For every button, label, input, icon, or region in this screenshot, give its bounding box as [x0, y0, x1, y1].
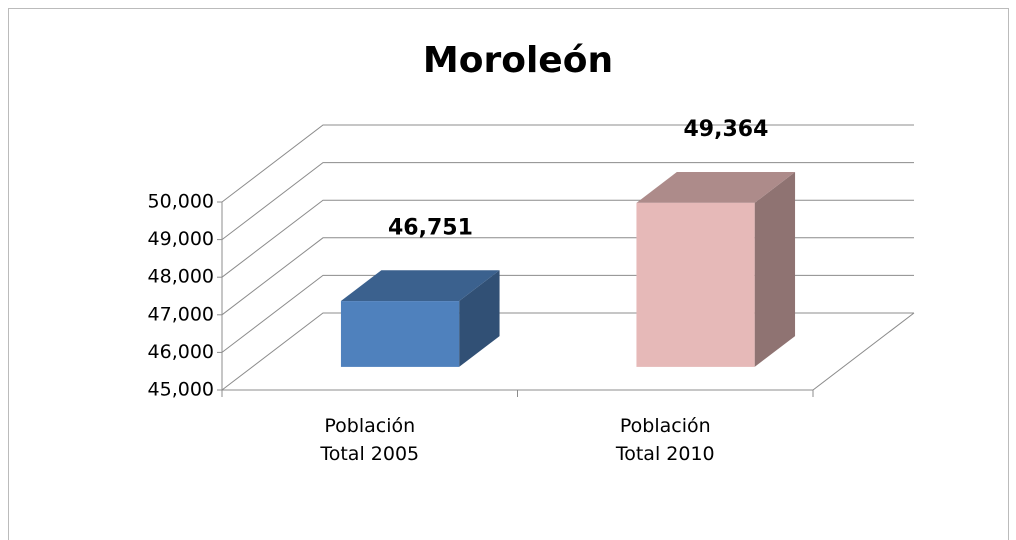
- data-label: 46,751: [388, 215, 473, 240]
- x-tick-label: Población Total 2010: [615, 415, 715, 465]
- bar: [636, 202, 755, 367]
- y-tick-label: 50,000: [148, 191, 214, 213]
- bar-side: [754, 172, 796, 367]
- grid-line: [221, 312, 914, 391]
- y-tick-label: 49,000: [148, 228, 214, 250]
- grid-line: [221, 199, 914, 278]
- y-tick-label: 45,000: [148, 379, 214, 401]
- bar-side: [459, 270, 500, 367]
- y-tick-label: 47,000: [148, 303, 214, 325]
- y-tick-label: 48,000: [148, 266, 214, 288]
- data-label: 49,364: [683, 117, 768, 142]
- chart-title: Moroleón: [423, 40, 613, 81]
- grid-line: [221, 162, 914, 240]
- bar: [340, 301, 460, 367]
- bar-top: [636, 172, 796, 203]
- bar-top: [340, 270, 500, 302]
- x-tick-label: Población Total 2005: [320, 415, 420, 465]
- y-tick-label: 46,000: [148, 341, 214, 363]
- grid-line: [221, 237, 914, 316]
- grid-line: [221, 124, 914, 203]
- grid-line: [221, 274, 914, 353]
- chart-frame: [8, 8, 1009, 540]
- floor-edge: [222, 312, 915, 391]
